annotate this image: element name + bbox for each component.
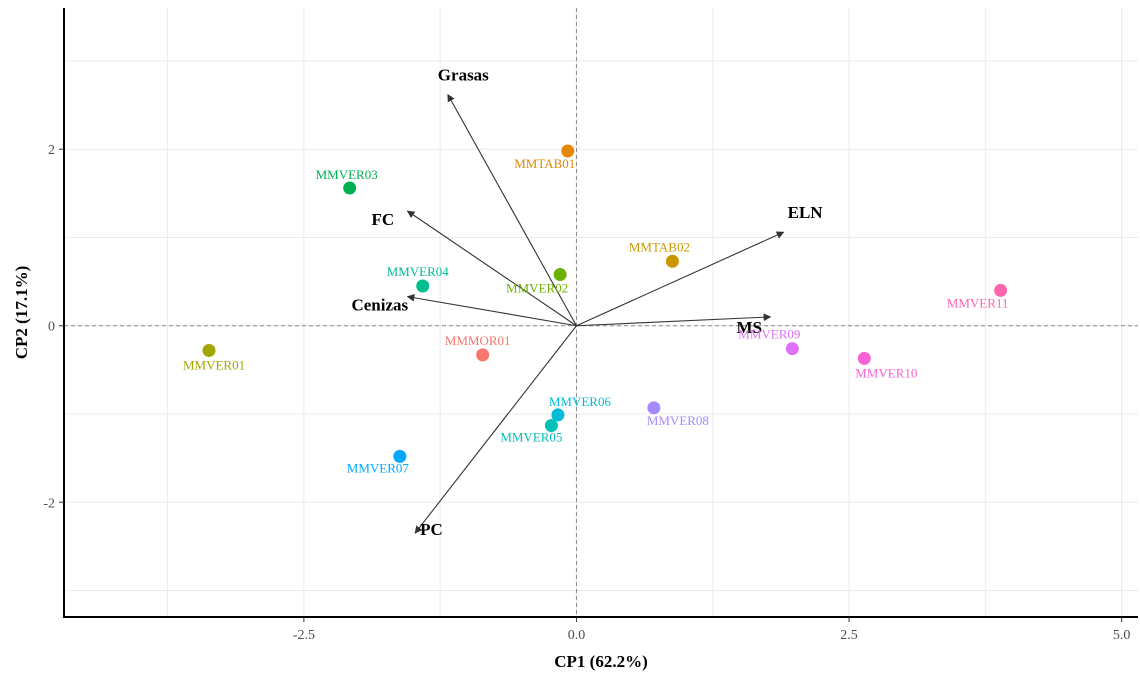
point-label: MMVER04 <box>387 264 450 279</box>
reference-lines <box>64 8 1138 617</box>
score-point-mmtab01 <box>561 144 575 158</box>
point-label: MMVER08 <box>647 413 709 428</box>
point-label: MMVER03 <box>316 167 378 182</box>
score-point-mmver06 <box>551 408 565 422</box>
score-point-mmtab02 <box>665 254 679 268</box>
loading-vectors: Grasas FC ELN Cenizas MS PC <box>351 65 823 539</box>
point-label: MMVER10 <box>855 365 917 380</box>
grid <box>64 8 1138 617</box>
vector-label: FC <box>371 210 394 229</box>
score-point-mmver01 <box>202 343 216 357</box>
x-tick-label: 0.0 <box>568 628 586 643</box>
score-point-mmver03 <box>343 181 357 195</box>
score-point-mmver07 <box>393 449 407 463</box>
point-label: MMVER01 <box>183 357 245 372</box>
loading-vector-grasas <box>447 93 577 327</box>
vector-label: ELN <box>788 203 824 222</box>
loading-vector-pc <box>414 325 577 534</box>
x-tick-label: -2.5 <box>293 628 315 643</box>
score-point-mmver08 <box>647 401 661 415</box>
point-label: MMTAB02 <box>629 239 690 254</box>
y-tick-label: 2 <box>48 143 55 158</box>
x-tick-label: 2.5 <box>840 628 858 643</box>
vector-label: PC <box>420 520 443 539</box>
point-label: MMVER05 <box>500 429 562 444</box>
score-point-mmver04 <box>416 279 430 293</box>
point-label: MMVER06 <box>549 394 612 409</box>
loading-vector-eln <box>576 231 785 327</box>
point-label: MMVER09 <box>738 327 800 342</box>
score-point-mmver09 <box>785 342 799 356</box>
loading-vector-cenizas <box>406 293 577 327</box>
x-axis-title: CP1 (62.2%) <box>554 652 647 671</box>
vector-label: Cenizas <box>351 296 408 315</box>
score-point-mmmor01 <box>476 348 490 362</box>
y-tick-label: -2 <box>43 496 55 511</box>
point-label: MMVER11 <box>947 295 1009 310</box>
y-axis-title: CP2 (17.1%) <box>12 266 31 359</box>
score-point-mmver05 <box>544 418 558 432</box>
vector-label: Grasas <box>438 65 489 84</box>
x-tick-label: 5.0 <box>1113 628 1131 643</box>
loading-vector-ms <box>576 313 772 327</box>
score-points: MMVER01 MMVER03 MMVER04 MMMOR01 MMTAB01 MMVER… <box>183 144 1008 475</box>
point-label: MMTAB01 <box>514 156 575 171</box>
y-tick-label: 0 <box>48 320 55 335</box>
score-point-mmver10 <box>857 351 871 365</box>
point-label: MMMOR01 <box>445 333 511 348</box>
axes: -2.5 0.0 2.5 5.0 -2 0 2 <box>43 8 1138 643</box>
point-label: MMVER07 <box>347 460 410 475</box>
vector-label: MS <box>737 318 763 337</box>
score-point-mmver11 <box>994 283 1008 297</box>
point-label: MMVER02 <box>506 281 568 296</box>
score-point-mmver02 <box>553 268 567 282</box>
loading-vector-fc <box>406 210 577 327</box>
